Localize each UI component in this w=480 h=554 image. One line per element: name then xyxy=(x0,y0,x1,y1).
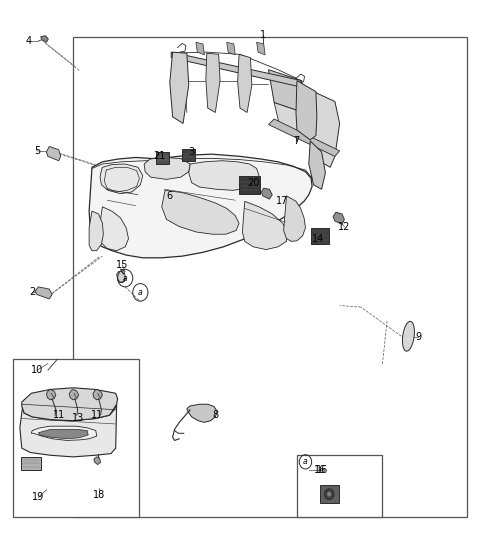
Text: 7: 7 xyxy=(293,136,299,146)
FancyBboxPatch shape xyxy=(13,359,139,517)
Polygon shape xyxy=(35,287,52,299)
Polygon shape xyxy=(206,53,220,112)
Polygon shape xyxy=(261,188,272,199)
Polygon shape xyxy=(333,212,344,224)
Text: 3: 3 xyxy=(189,147,195,157)
Polygon shape xyxy=(310,90,340,167)
FancyBboxPatch shape xyxy=(297,455,383,517)
Text: 17: 17 xyxy=(276,196,288,206)
FancyBboxPatch shape xyxy=(311,228,329,244)
FancyBboxPatch shape xyxy=(156,152,169,164)
Polygon shape xyxy=(171,52,301,86)
Polygon shape xyxy=(98,207,129,250)
Text: 15: 15 xyxy=(116,260,129,270)
Text: 9: 9 xyxy=(415,332,421,342)
Polygon shape xyxy=(20,404,117,457)
Text: 21: 21 xyxy=(153,151,166,161)
Polygon shape xyxy=(47,389,56,400)
Text: a: a xyxy=(303,457,308,466)
Polygon shape xyxy=(227,42,235,55)
Polygon shape xyxy=(94,457,100,465)
Polygon shape xyxy=(274,102,312,137)
Polygon shape xyxy=(196,42,204,55)
Polygon shape xyxy=(117,269,125,283)
Polygon shape xyxy=(162,191,239,234)
Text: 2: 2 xyxy=(29,288,36,297)
Polygon shape xyxy=(144,157,190,179)
FancyBboxPatch shape xyxy=(320,485,339,503)
Text: 19: 19 xyxy=(32,493,45,502)
Text: 16: 16 xyxy=(315,465,328,475)
Polygon shape xyxy=(100,164,143,194)
Text: 11: 11 xyxy=(91,410,103,420)
Text: 16: 16 xyxy=(314,465,326,475)
Text: 11: 11 xyxy=(53,410,65,420)
Text: a: a xyxy=(138,288,143,297)
Polygon shape xyxy=(268,119,340,156)
Polygon shape xyxy=(402,321,414,351)
Polygon shape xyxy=(187,404,217,422)
Text: 10: 10 xyxy=(31,365,43,375)
Circle shape xyxy=(324,489,334,500)
Polygon shape xyxy=(296,81,317,140)
Polygon shape xyxy=(38,429,88,439)
Polygon shape xyxy=(47,146,60,161)
Text: 5: 5 xyxy=(34,146,40,156)
Polygon shape xyxy=(189,161,259,191)
Polygon shape xyxy=(93,389,102,400)
Circle shape xyxy=(327,491,332,497)
Text: 18: 18 xyxy=(93,490,105,500)
FancyBboxPatch shape xyxy=(21,457,41,470)
Polygon shape xyxy=(238,54,252,112)
Polygon shape xyxy=(89,211,103,250)
Polygon shape xyxy=(69,389,79,400)
Polygon shape xyxy=(242,201,288,250)
Polygon shape xyxy=(31,426,96,440)
FancyBboxPatch shape xyxy=(239,176,261,194)
Polygon shape xyxy=(309,141,325,189)
FancyBboxPatch shape xyxy=(182,148,195,161)
Polygon shape xyxy=(284,196,305,242)
Text: 1: 1 xyxy=(260,29,266,39)
Polygon shape xyxy=(41,35,48,42)
Polygon shape xyxy=(268,70,306,114)
Text: a: a xyxy=(123,274,128,283)
Polygon shape xyxy=(22,388,118,420)
Text: 20: 20 xyxy=(247,178,260,188)
Polygon shape xyxy=(170,52,189,124)
Text: 4: 4 xyxy=(26,36,32,46)
Polygon shape xyxy=(89,154,312,258)
Text: 6: 6 xyxy=(167,191,173,201)
Text: 12: 12 xyxy=(338,222,350,232)
Text: 14: 14 xyxy=(312,234,324,244)
Text: 13: 13 xyxy=(72,413,84,423)
Polygon shape xyxy=(257,42,265,55)
Text: 8: 8 xyxy=(212,410,218,420)
